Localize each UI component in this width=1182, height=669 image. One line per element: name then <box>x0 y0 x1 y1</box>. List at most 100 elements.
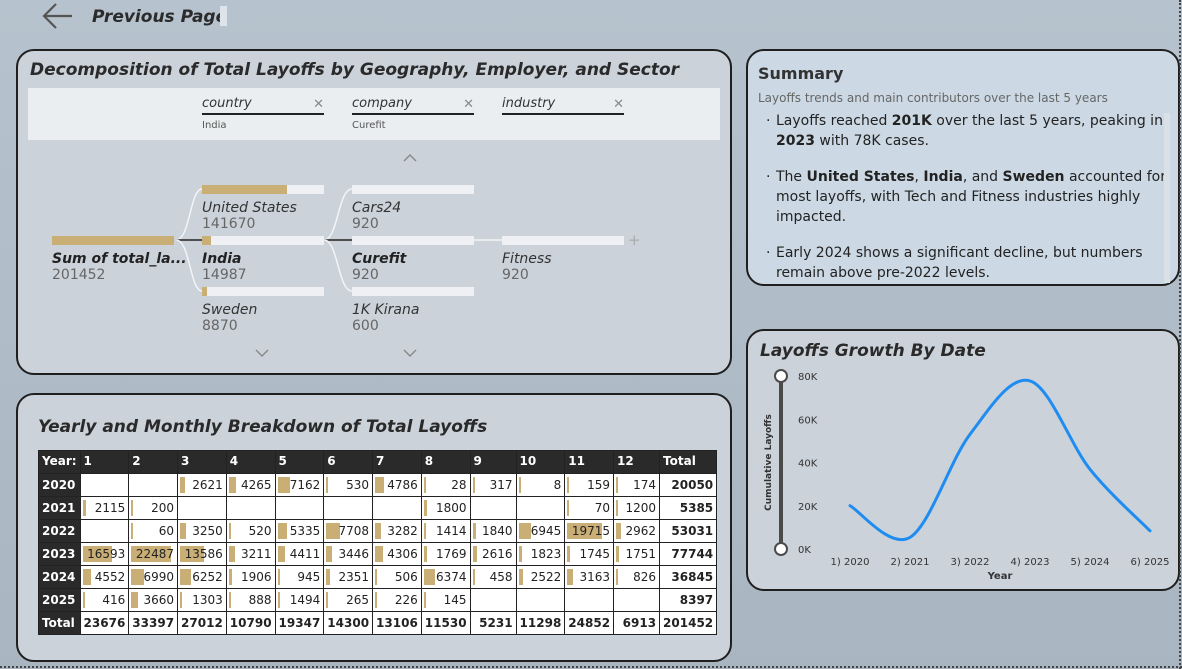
level-country-name: country <box>202 96 324 115</box>
chevron-up-icon[interactable] <box>402 151 418 167</box>
matrix-cell-bar <box>326 569 331 585</box>
matrix-cell-bar <box>375 477 384 493</box>
matrix-cell: 1494 <box>274 588 325 612</box>
matrix-cell: 8 <box>515 473 566 497</box>
close-icon[interactable]: ✕ <box>613 97 624 112</box>
cursor-bar <box>220 6 227 26</box>
matrix-cell-bar <box>180 477 185 493</box>
matrix-column-header: 12 <box>613 450 661 474</box>
node-industry-fitness[interactable]: Fitness 920 <box>502 236 624 283</box>
total-cell: 6913 <box>613 611 661 635</box>
node-label: United States <box>202 200 297 216</box>
matrix-cell: 2616 <box>469 542 517 566</box>
matrix-cell-value: 1751 <box>625 547 657 561</box>
node-country-united-states[interactable]: United States 141670 <box>202 185 324 232</box>
matrix-cell-bar <box>131 569 144 585</box>
matrix-cell <box>79 519 130 543</box>
matrix-column-header: Total <box>659 450 718 474</box>
slider-handle[interactable] <box>774 542 788 556</box>
x-tick-label: 2) 2021 <box>891 557 930 568</box>
level-company[interactable]: company ✕ Curefit <box>352 96 474 131</box>
previous-page-link[interactable]: Previous Page <box>92 7 228 27</box>
summary-text: , <box>914 169 924 185</box>
chevron-down-icon[interactable] <box>254 346 270 362</box>
matrix-cell: 1840 <box>469 519 517 543</box>
summary-text: Layoffs reached <box>776 113 892 129</box>
node-value: 920 <box>502 267 529 283</box>
row-total: 8397 <box>659 588 718 612</box>
matrix-cell-value: 1840 <box>482 524 513 538</box>
matrix-cell-value: 4306 <box>387 547 418 561</box>
matrix-cell-value: 520 <box>248 524 272 538</box>
matrix-cell-bar <box>82 569 91 585</box>
top-bar: Previous Page <box>0 0 1182 36</box>
matrix-cell <box>564 588 615 612</box>
matrix-column-header: 2 <box>128 450 179 474</box>
matrix-cell-value: 6374 <box>436 570 467 584</box>
summary-scrollbar[interactable] <box>1164 113 1170 283</box>
matrix-cell: 60 <box>128 519 179 543</box>
matrix-cell-value: 226 <box>394 593 418 607</box>
matrix-cell-bar <box>375 523 381 539</box>
matrix-cell: 226 <box>372 588 422 612</box>
arrow-left-icon[interactable] <box>40 2 76 30</box>
chevron-down-icon[interactable] <box>402 346 418 362</box>
matrix-cell-bar <box>326 477 329 493</box>
growth-chart-panel: Layoffs Growth By Date 0K 20K 40K 60K 80K Cum… <box>746 329 1180 591</box>
x-tick-label: 6) 2025 <box>1131 557 1170 568</box>
node-root[interactable]: Sum of total_la... 201452 <box>52 236 187 283</box>
matrix-cell-value: 1800 <box>436 501 467 515</box>
matrix-cell-value: 1745 <box>579 547 611 561</box>
matrix-cell-bar <box>180 546 205 562</box>
table-row: 2021 2115 200 1800 70 1200 5385 <box>38 496 718 520</box>
expand-plus-icon[interactable]: + <box>628 231 641 249</box>
node-country-india[interactable]: India 14987 <box>202 236 324 283</box>
node-value: 600 <box>352 318 379 334</box>
matrix-cell <box>613 588 661 612</box>
node-company-1k-kirana[interactable]: 1K Kirana 600 <box>352 287 474 334</box>
row-year-label: 2025 <box>38 588 81 612</box>
matrix-cell-value: 826 <box>633 570 657 584</box>
matrix-cell-bar <box>228 523 231 539</box>
node-company-curefit[interactable]: Curefit 920 <box>352 236 474 283</box>
matrix-cell: 1414 <box>420 519 471 543</box>
matrix-cell-value: 4786 <box>387 478 418 492</box>
matrix-cell-value: 16593 <box>87 547 126 561</box>
matrix-cell-bar <box>518 477 521 493</box>
matrix-cell-value: 174 <box>633 478 657 492</box>
grand-total: 201452 <box>659 611 718 635</box>
matrix-cell-bar <box>375 592 378 608</box>
matrix-cell: 4411 <box>274 542 325 566</box>
matrix-cell-bar <box>423 477 426 493</box>
slider-handle[interactable] <box>774 369 788 383</box>
y-tick-label: 60K <box>798 415 818 426</box>
node-value: 920 <box>352 216 379 232</box>
node-company-cars24[interactable]: Cars24 920 <box>352 185 474 232</box>
matrix-cell: 200 <box>128 496 179 520</box>
x-axis-label: Year <box>987 571 1013 582</box>
matrix-cell: 2522 <box>515 565 566 589</box>
level-industry[interactable]: industry ✕ <box>502 96 624 120</box>
matrix-cell-value: 3282 <box>387 524 418 538</box>
close-icon[interactable]: ✕ <box>313 97 324 112</box>
matrix-cell: 145 <box>420 588 471 612</box>
node-country-sweden[interactable]: Sweden 8870 <box>202 287 324 334</box>
matrix-cell-value: 945 <box>297 570 321 584</box>
matrix-cell: 1745 <box>564 542 615 566</box>
matrix-cell: 70 <box>564 496 615 520</box>
matrix-column-header: 8 <box>420 450 471 474</box>
total-cell: 5231 <box>469 611 517 635</box>
growth-line-chart: 0K 20K 40K 60K 80K Cumulative Layoffs 1) 2020 2… <box>764 369 1170 582</box>
total-cell: 33397 <box>128 611 179 635</box>
matrix-cell <box>372 496 422 520</box>
close-icon[interactable]: ✕ <box>463 97 474 112</box>
matrix-cell-value: 506 <box>394 570 418 584</box>
matrix-cell-bar <box>375 546 383 562</box>
matrix-cell: 1823 <box>515 542 566 566</box>
matrix-cell-value: 3660 <box>143 593 175 607</box>
level-country[interactable]: country ✕ India <box>202 96 324 131</box>
matrix-column-header: 7 <box>372 450 422 474</box>
node-bar <box>202 287 207 296</box>
matrix-column-header: Year: <box>38 450 81 474</box>
matrix-cell-bar <box>277 592 281 608</box>
